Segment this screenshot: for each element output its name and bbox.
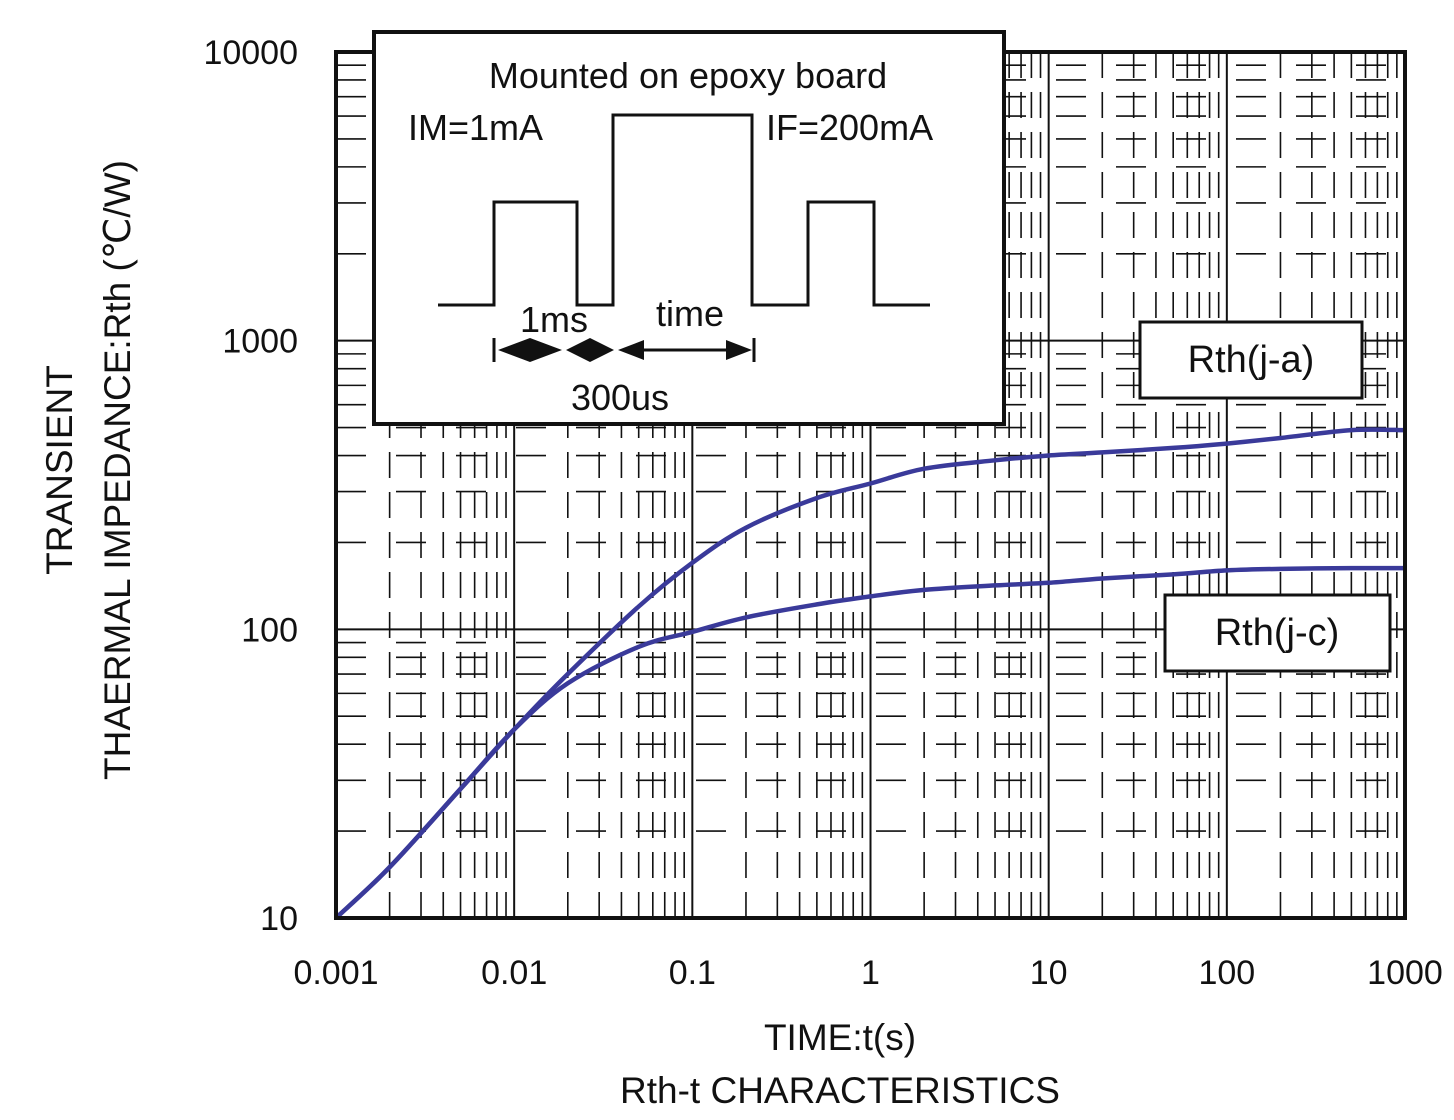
x-tick-label: 0.1	[669, 954, 716, 992]
inset-pulse-waveform	[438, 113, 930, 307]
x-tick-label: 10	[1030, 954, 1068, 992]
x-tick-label: 1	[861, 954, 880, 992]
inset-time-label: time	[656, 293, 724, 334]
inset-time-arrowhead-left	[618, 340, 644, 360]
series-line-1	[334, 565, 1406, 920]
inset-gap-label: 300us	[571, 377, 669, 418]
y-tick-label: 10000	[203, 34, 298, 72]
series-label-jc-box	[1163, 593, 1392, 673]
y-tick-label: 10	[260, 900, 298, 938]
y-tick-label: 100	[241, 611, 298, 649]
series-label-jc-text: Rth(j-c)	[1215, 612, 1340, 654]
inset-if-label: IF=200mA	[766, 107, 933, 148]
series-label-ja-text: Rth(j-a)	[1188, 339, 1315, 381]
inset-300us-arrow	[566, 338, 614, 362]
tick-label-layer: 0.001 0.01 0.1 1 10 100 1000 10 100 1000 10000	[203, 34, 1442, 992]
inset-pulse-label: 1ms	[520, 299, 588, 340]
inset-time-arrowhead-right	[726, 340, 752, 360]
x-tick-label: 0.001	[293, 954, 378, 992]
series-label-jc: Rth(j-c)	[1163, 593, 1392, 673]
x-tick-label: 1000	[1367, 954, 1443, 992]
x-tick-label: 100	[1198, 954, 1255, 992]
inset-title: Mounted on epoxy board	[489, 55, 887, 96]
x-tick-label: 0.01	[481, 954, 547, 992]
inset-1ms-arrow	[498, 338, 562, 362]
series-label-ja: Rth(j-a)	[1138, 320, 1364, 400]
chart-title: Rth-t CHARACTERISTICS	[620, 1070, 1060, 1111]
x-axis-title: TIME:t(s)	[764, 1017, 916, 1058]
inset-im-label: IM=1mA	[408, 107, 543, 148]
series-label-ja-box	[1138, 320, 1364, 400]
y-tick-label: 1000	[222, 323, 298, 361]
y-axis-title-line2: THAERMAL IMPEDANCE:Rth (℃/W)	[97, 160, 138, 780]
inset-box: Mounted on epoxy board IM=1mA IF=200mA 1…	[372, 30, 1006, 426]
curve-layer	[334, 427, 1406, 920]
y-axis-title-line1: TRANSIENT	[39, 365, 80, 575]
inset-frame	[372, 30, 1006, 426]
